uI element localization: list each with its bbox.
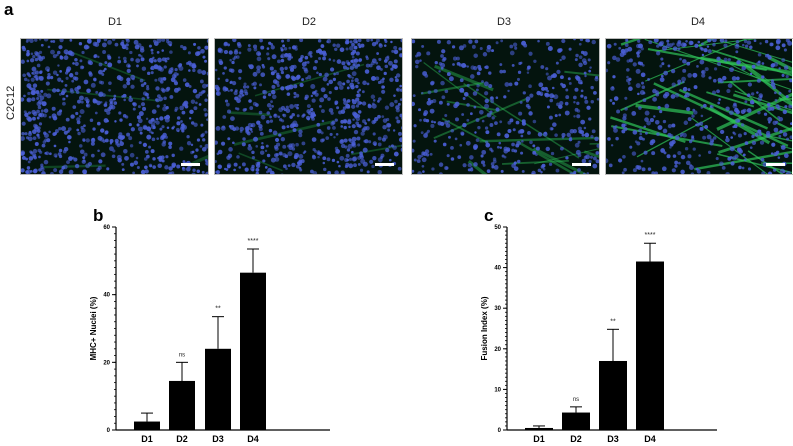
svg-text:40: 40: [103, 293, 110, 299]
svg-text:0: 0: [107, 428, 111, 434]
svg-text:Fusion Index (%): Fusion Index (%): [480, 296, 489, 360]
svg-text:30: 30: [494, 306, 501, 312]
svg-text:**: **: [610, 318, 616, 325]
svg-text:20: 20: [494, 347, 501, 353]
svg-text:ns: ns: [179, 352, 185, 358]
scale-bar: [181, 163, 200, 166]
column-label-d4: D4: [690, 16, 706, 28]
svg-text:MHC+ Nuclei (%): MHC+ Nuclei (%): [89, 296, 98, 360]
svg-text:D4: D4: [644, 434, 656, 444]
column-label-d1: D1: [107, 16, 123, 28]
panel-c-letter: c: [484, 206, 494, 225]
svg-text:D3: D3: [212, 434, 224, 444]
micrograph-d3: [411, 38, 600, 175]
svg-text:D1: D1: [141, 434, 153, 444]
micrograph-d2: [214, 38, 403, 175]
svg-text:40: 40: [494, 266, 501, 272]
micrograph-d1: [20, 38, 209, 175]
svg-text:0: 0: [498, 428, 502, 434]
svg-text:20: 20: [103, 360, 110, 366]
svg-text:****: ****: [248, 238, 259, 245]
svg-text:**: **: [215, 306, 221, 313]
svg-text:D4: D4: [247, 434, 259, 444]
svg-text:50: 50: [494, 225, 501, 231]
panel-b-letter: b: [93, 206, 104, 225]
panel-a-letter: a: [4, 0, 14, 19]
column-label-d2: D2: [301, 16, 317, 28]
svg-text:D2: D2: [176, 434, 188, 444]
micrograph-d4: [605, 38, 793, 175]
svg-text:D1: D1: [533, 434, 545, 444]
scale-bar: [572, 163, 591, 166]
scale-bar: [375, 163, 394, 166]
scale-bar: [766, 163, 785, 166]
svg-text:ns: ns: [573, 397, 579, 403]
svg-text:60: 60: [103, 225, 110, 231]
svg-text:10: 10: [494, 387, 501, 393]
svg-text:****: ****: [645, 232, 656, 239]
svg-text:D2: D2: [570, 434, 582, 444]
column-label-d3: D3: [496, 16, 512, 28]
svg-text:D3: D3: [607, 434, 619, 444]
